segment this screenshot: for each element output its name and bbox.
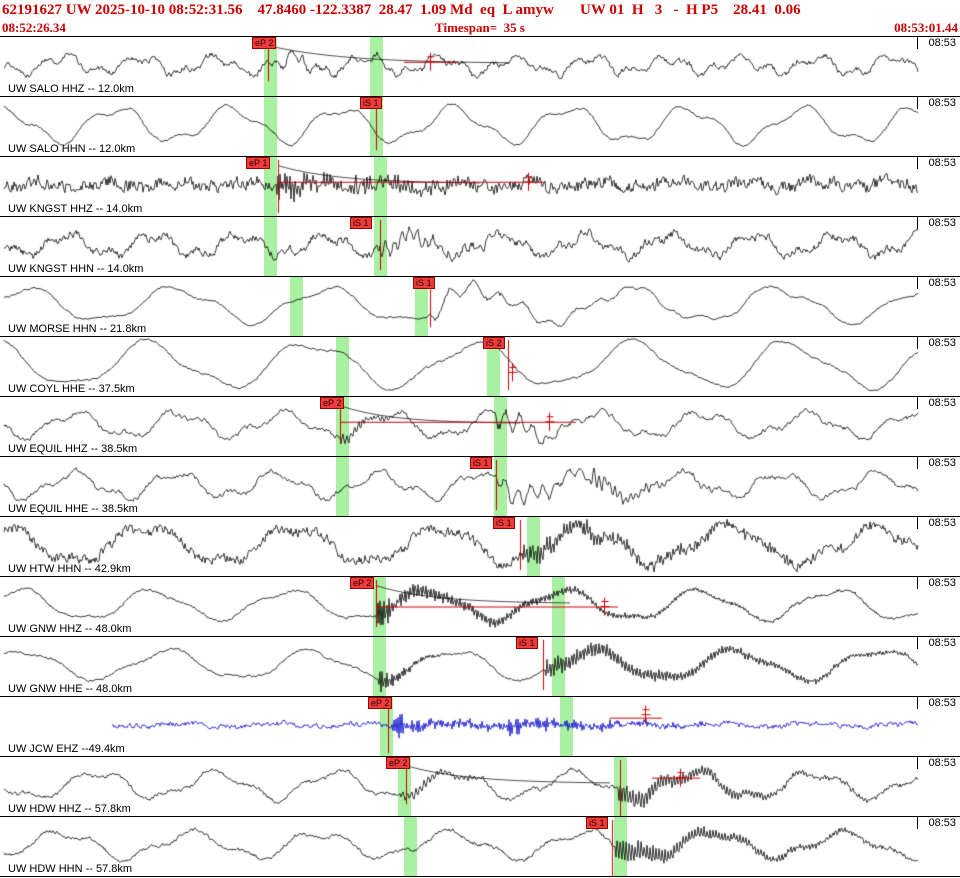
right-axis-tick bbox=[917, 457, 918, 469]
right-axis-tick bbox=[917, 337, 918, 349]
right-axis-tick bbox=[917, 517, 918, 529]
waveform[interactable] bbox=[0, 517, 960, 576]
panel-time-label: 08:53 bbox=[928, 277, 956, 289]
station-label: UW JCW EHZ --49.4km bbox=[8, 743, 125, 755]
trace-panel-12[interactable]: eP 2 UW HDW HHZ -- 57.8km 08:53 bbox=[0, 757, 960, 817]
phase-pick-label[interactable]: eP 2 bbox=[368, 697, 393, 709]
window-end-time: 08:53:01.44 bbox=[894, 20, 958, 35]
trace-panel-2[interactable]: eP 1 UW KNGST HHZ -- 14.0km 08:53 bbox=[0, 157, 960, 217]
panel-time-label: 08:53 bbox=[928, 577, 956, 589]
station-label: UW MORSE HHN -- 21.8km bbox=[8, 323, 147, 335]
waveform[interactable] bbox=[0, 217, 960, 276]
panel-time-label: 08:53 bbox=[928, 517, 956, 529]
waveform[interactable] bbox=[0, 757, 960, 816]
phase-pick-label[interactable]: iS 1 bbox=[413, 277, 435, 289]
trace-panel-10[interactable]: iS 1 UW GNW HHE -- 48.0km 08:53 bbox=[0, 637, 960, 697]
panel-stack: eP 2 UW SALO HHZ -- 12.0km 08:53 iS 1 UW SAL… bbox=[0, 36, 960, 877]
phase-pick-label[interactable]: eP 2 bbox=[320, 397, 345, 409]
right-axis-tick bbox=[917, 817, 918, 829]
station-label: UW EQUIL HHE -- 38.5km bbox=[8, 503, 138, 515]
right-axis-tick bbox=[917, 217, 918, 229]
station-label: UW GNW HHE -- 48.0km bbox=[8, 683, 133, 695]
panel-time-label: 08:53 bbox=[928, 637, 956, 649]
panel-time-label: 08:53 bbox=[928, 457, 956, 469]
panel-time-label: 08:53 bbox=[928, 97, 956, 109]
station-label: UW GNW HHZ -- 48.0km bbox=[8, 623, 132, 635]
phase-pick-label[interactable]: iS 1 bbox=[586, 817, 608, 829]
right-axis-tick bbox=[917, 277, 918, 289]
waveform[interactable] bbox=[0, 577, 960, 636]
phase-pick-label[interactable]: iS 1 bbox=[360, 97, 382, 109]
station-label: UW HTW HHN -- 42.9km bbox=[8, 563, 131, 575]
station-label: UW SALO HHZ -- 12.0km bbox=[8, 83, 134, 95]
right-axis-tick bbox=[917, 757, 918, 769]
phase-pick-label[interactable]: iS 2 bbox=[483, 337, 505, 349]
time-axis-header: 08:52:26.34 Timespan= 35 s 08:53:01.44 bbox=[0, 20, 960, 36]
trace-panel-11[interactable]: eP 2 UW JCW EHZ --49.4km 08:53 bbox=[0, 697, 960, 757]
station-label: UW COYL HHE -- 37.5km bbox=[8, 383, 135, 395]
phase-pick-label[interactable]: eP 2 bbox=[386, 757, 411, 769]
panel-time-label: 08:53 bbox=[928, 817, 956, 829]
trace-panel-4[interactable]: iS 1 UW MORSE HHN -- 21.8km 08:53 bbox=[0, 277, 960, 337]
right-axis-tick bbox=[917, 637, 918, 649]
waveform[interactable] bbox=[0, 277, 960, 336]
station-label: UW HDW HHZ -- 57.8km bbox=[8, 803, 131, 815]
waveform[interactable] bbox=[0, 817, 960, 876]
phase-pick-label[interactable]: iS 1 bbox=[516, 637, 538, 649]
trace-panel-0[interactable]: eP 2 UW SALO HHZ -- 12.0km 08:53 bbox=[0, 36, 960, 97]
trace-panel-5[interactable]: iS 2 UW COYL HHE -- 37.5km 08:53 bbox=[0, 337, 960, 397]
waveform[interactable] bbox=[0, 97, 960, 156]
panel-time-label: 08:53 bbox=[928, 337, 956, 349]
trace-panel-8[interactable]: iS 1 UW HTW HHN -- 42.9km 08:53 bbox=[0, 517, 960, 577]
panel-time-label: 08:53 bbox=[928, 397, 956, 409]
panel-time-label: 08:53 bbox=[928, 757, 956, 769]
right-axis-tick bbox=[917, 97, 918, 109]
event-summary-line: 62191627 UW 2025-10-10 08:52:31.56 47.84… bbox=[2, 2, 801, 18]
right-axis-tick bbox=[917, 397, 918, 409]
trace-panel-9[interactable]: eP 2 UW GNW HHZ -- 48.0km 08:53 bbox=[0, 577, 960, 637]
trace-panel-3[interactable]: iS 1 UW KNGST HHN -- 14.0km 08:53 bbox=[0, 217, 960, 277]
waveform[interactable] bbox=[0, 397, 960, 456]
trace-panel-6[interactable]: eP 2 UW EQUIL HHZ -- 38.5km 08:53 bbox=[0, 397, 960, 457]
waveform[interactable] bbox=[0, 697, 960, 756]
phase-pick-label[interactable]: eP 1 bbox=[246, 157, 271, 169]
trace-panel-1[interactable]: iS 1 UW SALO HHN -- 12.0km 08:53 bbox=[0, 97, 960, 157]
trace-panel-13[interactable]: iS 1 UW HDW HHN -- 57.8km 08:53 bbox=[0, 817, 960, 877]
trace-panel-7[interactable]: iS 1 UW EQUIL HHE -- 38.5km 08:53 bbox=[0, 457, 960, 517]
phase-pick-label[interactable]: eP 2 bbox=[350, 577, 375, 589]
timespan-label: Timespan= 35 s bbox=[435, 20, 525, 35]
station-label: UW KNGST HHN -- 14.0km bbox=[8, 263, 144, 275]
window-start-time: 08:52:26.34 bbox=[2, 20, 66, 35]
waveform[interactable] bbox=[0, 637, 960, 696]
waveform[interactable] bbox=[0, 37, 960, 96]
station-label: UW KNGST HHZ -- 14.0km bbox=[8, 203, 143, 215]
right-axis-tick bbox=[917, 697, 918, 709]
station-label: UW HDW HHN -- 57.8km bbox=[8, 863, 133, 875]
panel-time-label: 08:53 bbox=[928, 697, 956, 709]
waveform[interactable] bbox=[0, 337, 960, 396]
panel-time-label: 08:53 bbox=[928, 157, 956, 169]
panel-time-label: 08:53 bbox=[928, 37, 956, 49]
station-label: UW SALO HHN -- 12.0km bbox=[8, 143, 136, 155]
phase-pick-label[interactable]: iS 1 bbox=[470, 457, 492, 469]
station-label: UW EQUIL HHZ -- 38.5km bbox=[8, 443, 138, 455]
phase-pick-label[interactable]: iS 1 bbox=[493, 517, 515, 529]
right-axis-tick bbox=[917, 157, 918, 169]
right-axis-tick bbox=[917, 37, 918, 49]
waveform[interactable] bbox=[0, 157, 960, 216]
right-axis-tick bbox=[917, 577, 918, 589]
panel-time-label: 08:53 bbox=[928, 217, 956, 229]
phase-pick-label[interactable]: iS 1 bbox=[350, 217, 372, 229]
phase-pick-label[interactable]: eP 2 bbox=[252, 37, 277, 49]
